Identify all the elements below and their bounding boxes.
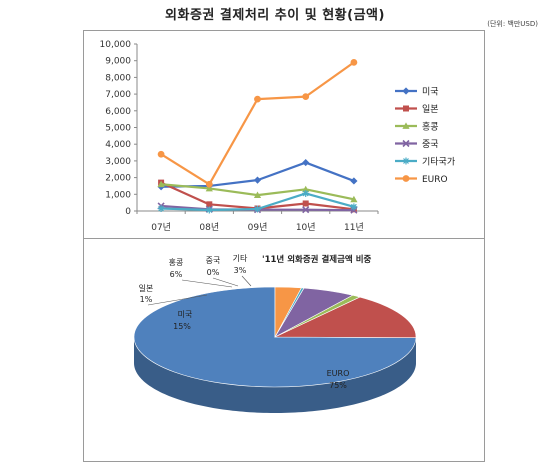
pie-slice <box>274 296 417 339</box>
x-tick-label: 09년 <box>248 222 268 233</box>
leader-line <box>212 277 239 287</box>
leader-line <box>147 294 208 306</box>
pie-slice-percent: 6% <box>170 270 183 279</box>
legend-label: 홍콩 <box>422 121 439 133</box>
pie-slice-label: 홍콩 <box>169 257 184 267</box>
data-point <box>157 180 165 188</box>
pie-slice-label: 미국 <box>178 310 193 319</box>
data-point <box>157 204 165 212</box>
data-point <box>302 200 309 207</box>
data-point <box>350 58 358 66</box>
legend-marker <box>402 175 410 182</box>
pie-slice-percent: 75% <box>329 381 347 390</box>
data-point <box>302 93 310 101</box>
series-5 <box>157 189 358 214</box>
data-point <box>302 206 310 214</box>
y-tick-label: 6,000 <box>105 107 131 117</box>
x-tick-label: 07년 <box>151 222 171 233</box>
pie-slice-side <box>134 337 416 413</box>
series-6 <box>157 58 358 188</box>
data-point <box>253 176 262 184</box>
legend-label: 미국 <box>422 87 439 98</box>
pie-slice-label: EURO <box>327 369 350 378</box>
x-tick-label: 08년 <box>199 222 219 233</box>
legend-marker <box>403 105 409 112</box>
legend-marker <box>402 122 410 129</box>
data-point <box>254 95 261 103</box>
legend-label: 일본 <box>422 104 439 115</box>
leader-line <box>181 279 233 288</box>
unit-label: (단위: 백만USD) <box>487 20 538 28</box>
pie-slice <box>274 286 302 338</box>
y-tick-label: 0 <box>125 207 131 217</box>
data-point <box>205 180 213 188</box>
pie-slice-label: 기타 <box>233 254 248 263</box>
data-point <box>302 185 310 193</box>
data-point <box>254 205 261 213</box>
series-3 <box>157 180 358 203</box>
pie-slice-label: 일본 <box>139 284 154 293</box>
y-tick-label: 10,000 <box>100 40 132 50</box>
data-point <box>157 150 165 158</box>
pie-slice-percent: 0% <box>207 268 220 277</box>
y-tick-label: 4,000 <box>105 140 131 150</box>
data-point <box>350 203 358 211</box>
data-point <box>350 177 358 185</box>
y-tick-label: 8,000 <box>105 73 131 83</box>
data-point <box>302 158 310 167</box>
chart-divider <box>83 238 484 239</box>
pie-sides <box>134 337 416 413</box>
pie-title: '11년 외화증권 결제금액 비중 <box>262 254 372 265</box>
legend-label: 기타국가 <box>422 157 455 168</box>
pie-slice-percent: 1% <box>140 295 153 304</box>
data-point <box>253 191 262 199</box>
pie-slice-percent: 3% <box>234 266 247 275</box>
y-tick-label: 9,000 <box>105 57 131 67</box>
leader-line <box>241 275 252 287</box>
legend-marker <box>402 157 410 165</box>
legend-marker <box>402 139 410 148</box>
x-tick-label: 10년 <box>296 222 316 233</box>
pie-top <box>133 286 417 388</box>
chart-frame <box>83 30 485 462</box>
y-tick-label: 1,000 <box>105 190 131 200</box>
x-tick-label: 11년 <box>344 222 364 233</box>
data-point <box>350 195 358 203</box>
y-tick-label: 5,000 <box>105 124 131 134</box>
legend-label: 중국 <box>422 139 439 150</box>
data-point <box>205 206 213 214</box>
data-point <box>206 201 213 208</box>
y-tick-label: 7,000 <box>105 90 131 100</box>
pie-slice-label: 중국 <box>206 256 221 265</box>
legend-marker <box>402 87 410 95</box>
page-title: 외화증권 결제처리 추이 및 현황(금액) <box>165 8 385 23</box>
data-point <box>302 189 310 197</box>
y-tick-label: 3,000 <box>105 157 131 167</box>
y-tick-label: 2,000 <box>105 174 131 184</box>
data-point <box>205 184 213 192</box>
pie-slice-percent: 15% <box>173 322 191 331</box>
legend-label: EURO <box>422 175 448 185</box>
